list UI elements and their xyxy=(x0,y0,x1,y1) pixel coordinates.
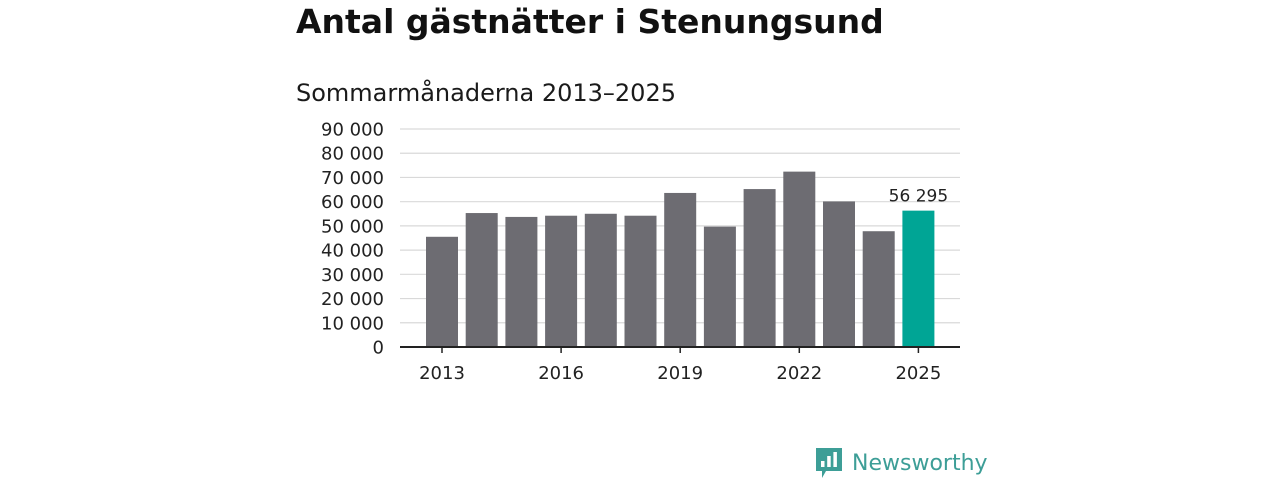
x-tick-label: 2016 xyxy=(538,363,584,384)
chart-subtitle: Sommarmånaderna 2013–2025 xyxy=(296,79,676,107)
y-tick-label: 50 000 xyxy=(321,216,384,237)
y-tick-label: 60 000 xyxy=(321,192,384,213)
data-label: 56 295 xyxy=(889,187,948,207)
y-tick-label: 0 xyxy=(373,338,384,359)
brand-name: Newsworthy xyxy=(852,450,988,476)
bar-2022 xyxy=(783,171,816,347)
y-tick-label: 90 000 xyxy=(321,120,384,141)
bar-2014 xyxy=(465,213,498,347)
chart-title: Antal gästnätter i Stenungsund xyxy=(296,2,884,41)
bar-2015 xyxy=(505,216,538,347)
bar-chart: 0 10 000 20 000 30 000 40 000 50 000 60 000 70 … xyxy=(321,120,960,384)
bar-2017 xyxy=(584,213,617,347)
y-tick-label: 30 000 xyxy=(321,265,384,286)
x-tick-label: 2019 xyxy=(657,363,703,384)
y-tick-label: 80 000 xyxy=(321,144,384,165)
data-labels: 56 295 xyxy=(889,187,948,207)
bar-chart-speech-bubble-icon xyxy=(816,448,842,478)
bar-2025 xyxy=(902,210,935,347)
x-tick-label: 2013 xyxy=(419,363,465,384)
bars xyxy=(426,171,935,347)
y-tick-label: 70 000 xyxy=(321,168,384,189)
newsworthy-brand: Newsworthy xyxy=(814,446,988,480)
bar-2021 xyxy=(743,189,776,347)
bar-2019 xyxy=(664,192,697,347)
y-tick-label: 10 000 xyxy=(321,313,384,334)
bar-2018 xyxy=(624,215,657,347)
y-axis-tick-labels: 0 10 000 20 000 30 000 40 000 50 000 60 000 70 … xyxy=(321,120,384,359)
bar-2016 xyxy=(545,215,578,347)
x-tick-label: 2025 xyxy=(895,363,941,384)
bar-2024 xyxy=(862,231,895,347)
bar-2023 xyxy=(823,201,855,347)
bar-2013 xyxy=(426,236,458,347)
y-tick-label: 20 000 xyxy=(321,289,384,310)
x-tick-label: 2022 xyxy=(776,363,822,384)
x-axis-tick-labels: 2013 2016 2019 2022 2025 xyxy=(419,347,941,384)
bar-2020 xyxy=(703,226,736,347)
y-tick-label: 40 000 xyxy=(321,241,384,262)
